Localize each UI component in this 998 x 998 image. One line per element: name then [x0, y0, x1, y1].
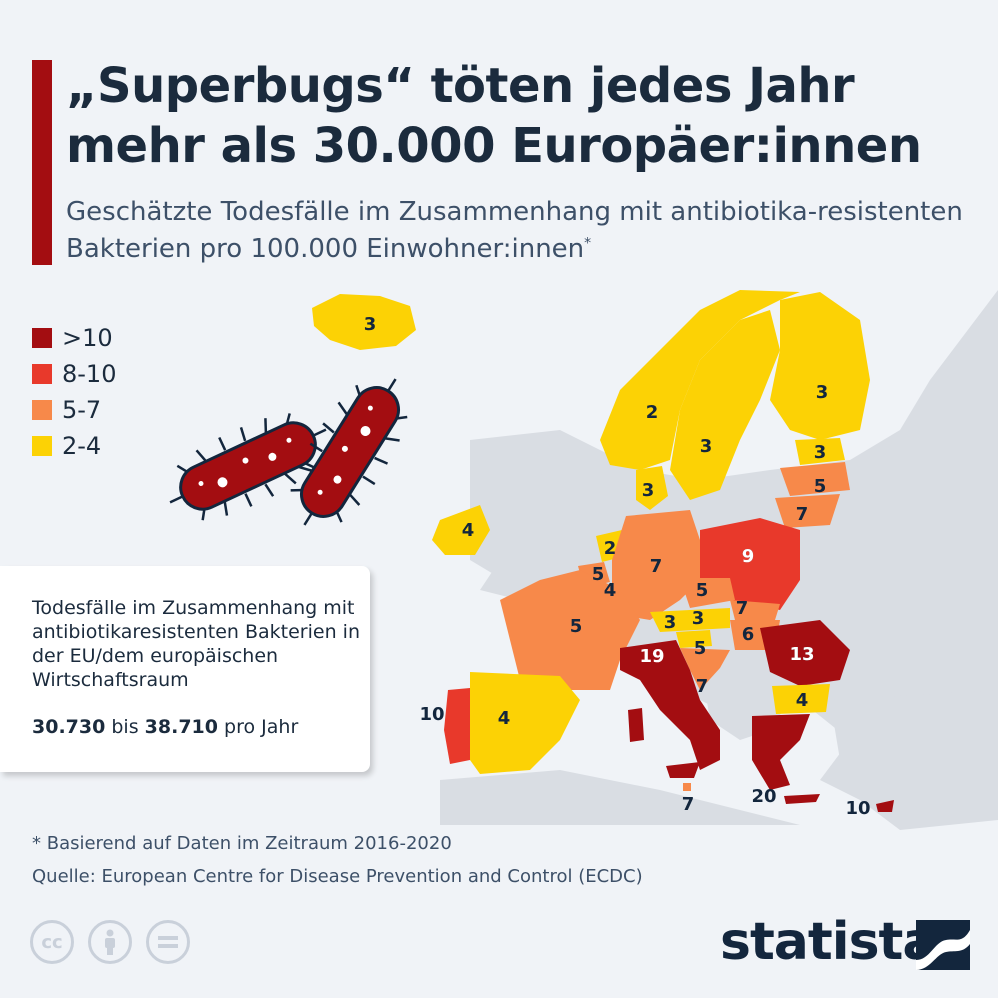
range-high: 38.710 [144, 716, 218, 738]
country-cyprus [876, 800, 894, 812]
label-lithuania: 7 [796, 504, 809, 525]
info-text: Todesfälle im Zusammenhang mit antibioti… [32, 597, 360, 691]
country-france [500, 570, 640, 690]
label-austria: 3 [692, 608, 705, 629]
nd-icon[interactable] [146, 920, 190, 964]
country-austria [650, 608, 730, 632]
country-greece-crete [784, 794, 820, 804]
country-italy-sicily [666, 762, 700, 778]
country-iceland [312, 294, 416, 350]
label-latvia: 5 [814, 476, 827, 497]
subtitle-text: Geschätzte Todesfälle im Zusammenhang mi… [66, 197, 963, 264]
legend-item: 2-4 [32, 428, 116, 464]
map-land-uk [480, 460, 580, 600]
info-box: Todesfälle im Zusammenhang mit antibioti… [0, 566, 370, 772]
page-title: „Superbugs“ töten jedes Jahr mehr als 30… [66, 58, 922, 174]
label-portugal: 10 [419, 704, 444, 725]
label-malta: 7 [682, 794, 695, 815]
source-note: Quelle: European Centre for Disease Prev… [32, 866, 643, 887]
footnote: * Basierend auf Daten im Zeitraum 2016-2… [32, 833, 452, 854]
legend: >10 8-10 5-7 2-4 [32, 320, 116, 464]
country-finland [770, 292, 870, 440]
label-finland: 3 [816, 382, 829, 403]
brand-wordmark[interactable]: statista [720, 912, 937, 972]
page-subtitle: Geschätzte Todesfälle im Zusammenhang mi… [66, 194, 986, 268]
license-icons: cc [30, 920, 204, 964]
label-italy: 19 [639, 646, 664, 667]
legend-label: 8-10 [62, 360, 117, 388]
label-luxembourg: 4 [604, 580, 617, 601]
label-poland-overlay: 9 [742, 546, 755, 567]
legend-swatch [32, 364, 52, 384]
label-slovakia: 7 [736, 598, 749, 619]
country-malta [683, 783, 691, 791]
label-greece: 20 [751, 786, 776, 807]
country-lithuania [775, 494, 840, 528]
legend-swatch [32, 328, 52, 348]
range-low: 30.730 [32, 716, 106, 738]
label-france: 5 [570, 616, 583, 637]
country-estonia [795, 438, 845, 465]
label-bulgaria: 4 [796, 690, 809, 711]
label-sweden: 3 [700, 436, 713, 457]
range-unit: pro Jahr [224, 716, 299, 738]
label-belgium: 5 [592, 564, 605, 585]
legend-item: 5-7 [32, 392, 116, 428]
label-denmark: 3 [642, 480, 655, 501]
label-germany: 7 [650, 556, 663, 577]
label-romania-overlay: 13 [789, 644, 814, 665]
legend-label: 2-4 [62, 432, 102, 460]
country-italy [620, 640, 720, 770]
label-norway: 2 [646, 402, 659, 423]
bacteria-illustration [169, 378, 408, 526]
country-greece [752, 714, 810, 790]
legend-item: 8-10 [32, 356, 116, 392]
country-italy-sardinia [628, 708, 644, 742]
label-spain: 4 [498, 708, 511, 729]
subtitle-footnote-mark: * [584, 235, 592, 252]
label-czechia: 5 [696, 580, 709, 601]
label-netherlands: 2 [604, 538, 617, 559]
label-croatia: 5 [694, 638, 707, 659]
label-ireland: 4 [462, 520, 475, 541]
label-romania: 13 [789, 644, 814, 665]
country-sweden [670, 310, 780, 500]
legend-swatch [32, 436, 52, 456]
label-slovenia: 3 [664, 612, 677, 633]
label-hungary: 6 [742, 624, 755, 645]
country-romania [760, 620, 850, 686]
legend-label: >10 [62, 324, 113, 352]
title-accent-bar [32, 60, 52, 265]
by-icon[interactable] [88, 920, 132, 964]
legend-label: 5-7 [62, 396, 102, 424]
map-land-turkey [830, 690, 998, 790]
legend-item: >10 [32, 320, 116, 356]
country-germany [612, 510, 700, 620]
label-estonia: 3 [814, 442, 827, 463]
cc-icon[interactable]: cc [30, 920, 74, 964]
country-latvia [780, 462, 850, 496]
country-portugal [444, 688, 470, 764]
info-range: 30.730 bis 38.710 pro Jahr [32, 716, 298, 738]
label-poland: 9 [742, 546, 755, 567]
label-adriatic: 7 [696, 676, 709, 697]
country-denmark [636, 466, 668, 510]
country-croatia [680, 648, 730, 690]
country-slovenia [676, 630, 712, 648]
country-slovakia [730, 600, 780, 620]
country-ireland [432, 505, 490, 555]
country-czechia [680, 578, 735, 608]
statista-logo-icon[interactable] [916, 920, 970, 970]
label-cyprus: 10 [845, 798, 870, 819]
legend-swatch [32, 400, 52, 420]
label-iceland: 3 [364, 314, 377, 335]
country-spain [470, 672, 580, 774]
country-norway [600, 290, 800, 470]
country-bulgaria [772, 684, 830, 714]
range-mid: bis [111, 716, 139, 738]
map-land-africa [440, 770, 800, 825]
